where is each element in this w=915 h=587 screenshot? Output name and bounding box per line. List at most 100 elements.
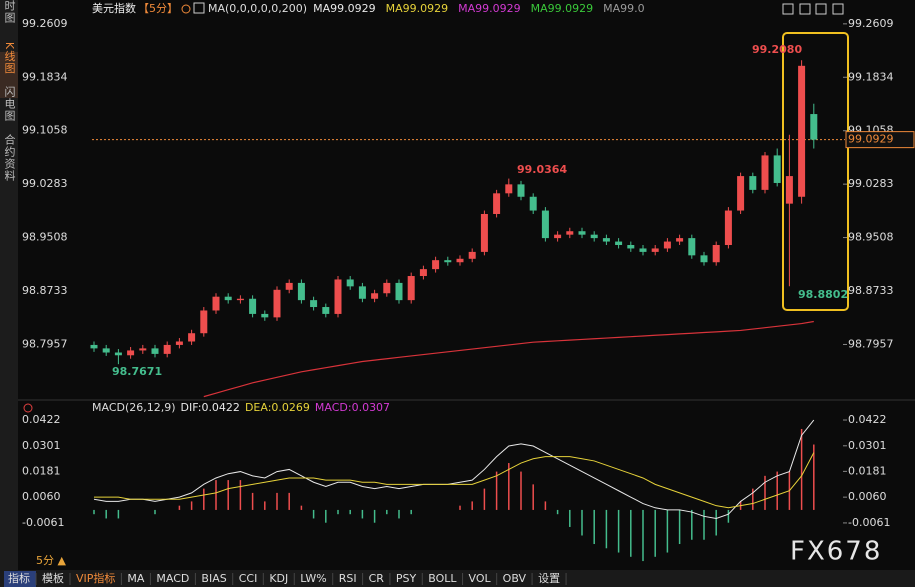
y-tick-label-left: 98.8733	[22, 284, 68, 297]
y-tick-label: 99.2609	[848, 17, 894, 30]
tab[interactable]: VIP指标	[76, 571, 115, 585]
price-annotation: 98.7671	[112, 365, 162, 378]
candle-body	[749, 176, 757, 190]
candle-body	[517, 184, 525, 197]
tab[interactable]: 指标	[8, 571, 30, 585]
y-tick-label-left: 99.2609	[22, 17, 68, 30]
candle-body	[529, 196, 537, 211]
candle-body	[773, 155, 781, 183]
panel-icon[interactable]	[23, 403, 33, 413]
legend-text: 美元指数	[92, 1, 136, 15]
candle-body	[432, 260, 440, 270]
macd-legend: DEA:0.0269	[245, 401, 310, 414]
tab[interactable]: CR	[369, 572, 385, 585]
candle-body	[663, 241, 671, 249]
candle-body	[310, 300, 318, 308]
candle-body	[456, 258, 464, 263]
candle-body	[493, 193, 501, 214]
legend-text: MA99.0929	[386, 2, 449, 15]
y-tick-label-left: 98.7957	[22, 337, 68, 350]
legend-text: MA99.0	[603, 2, 645, 15]
tab[interactable]: MA	[127, 572, 144, 585]
y-tick-label: 99.0283	[848, 177, 894, 190]
y-tick-label: 0.0060	[848, 490, 887, 503]
candle-body	[90, 344, 98, 349]
tab[interactable]: KDJ	[269, 572, 288, 585]
candle-body	[676, 238, 684, 242]
candle-body	[188, 333, 196, 342]
y-tick-label: 98.7957	[848, 337, 894, 350]
macd-line	[94, 452, 815, 509]
candle-body	[127, 350, 135, 356]
y-tick-label: 0.0181	[848, 464, 887, 477]
candle-body	[615, 241, 623, 246]
price-annotation: 98.8802	[798, 288, 848, 301]
tab-active	[4, 571, 36, 587]
candle-body	[285, 282, 293, 290]
candle-body	[480, 213, 488, 252]
candle-body	[541, 210, 549, 239]
candle-body	[785, 176, 793, 204]
macd-title: MACD(26,12,9)	[92, 401, 176, 414]
sidebar-item[interactable]: 闪电图	[3, 85, 16, 122]
legend-text: MA99.0929	[313, 2, 376, 15]
sidebar-active	[0, 52, 18, 98]
y-tick-label: 0.0422	[848, 413, 887, 426]
candle-body	[346, 279, 354, 287]
highlight-box	[782, 32, 849, 311]
macd-legend: MACD:0.0307	[315, 401, 390, 414]
y-tick-label-left: 0.0301	[22, 439, 61, 452]
legend-text: MA99.0929	[458, 2, 521, 15]
candle-body	[114, 352, 122, 356]
y-tick-label-left: 98.9508	[22, 231, 68, 244]
sidebar-item[interactable]: 分时图	[3, 0, 16, 24]
candle-body	[639, 248, 647, 252]
macd-line	[93, 419, 815, 519]
y-tick-label-left: 0.0422	[22, 413, 61, 426]
y-tick-label-left: 99.0283	[22, 177, 68, 190]
legend-text: 【5分】	[138, 2, 178, 15]
candle-body	[383, 282, 391, 294]
y-tick-label-left: 0.0181	[22, 464, 61, 477]
tab[interactable]: 设置	[538, 572, 560, 585]
sidebar-item[interactable]: K线图	[3, 42, 16, 74]
legend-text: MA99.0929	[531, 2, 594, 15]
candle-body	[407, 276, 415, 301]
macd-legend: DIF:0.0422	[181, 401, 240, 414]
candle-body	[102, 348, 110, 353]
sidebar-item[interactable]: 合约资料	[3, 133, 16, 182]
candle-body	[261, 313, 269, 318]
tab[interactable]: RSI	[339, 572, 357, 585]
tab[interactable]: OBV	[503, 572, 527, 585]
candle-body	[627, 245, 635, 249]
candle-body	[761, 155, 769, 190]
tab[interactable]: 模板	[42, 571, 64, 585]
period-selector[interactable]: 5分 ▲	[36, 554, 66, 567]
tab[interactable]: MACD	[156, 572, 189, 585]
ma-icon	[193, 2, 205, 14]
tab[interactable]: LW%	[300, 572, 326, 585]
candle-body	[602, 238, 610, 242]
tab[interactable]: BIAS	[201, 572, 226, 585]
candle-body	[712, 245, 720, 263]
y-tick-label: 98.9508	[848, 231, 894, 244]
price-annotation: 99.2080	[752, 43, 802, 56]
tab[interactable]: CCI	[239, 572, 258, 585]
candle-body	[395, 282, 403, 301]
candle-body	[200, 310, 208, 334]
watermark: FX678	[790, 537, 882, 567]
ma-line	[203, 320, 814, 398]
candle-body	[700, 255, 708, 263]
candle-body	[724, 210, 732, 246]
tab[interactable]: PSY	[396, 572, 417, 585]
candle-body	[798, 65, 806, 197]
candle-body	[554, 234, 562, 239]
candle-body	[419, 269, 427, 277]
settings-icon[interactable]	[181, 4, 191, 14]
tab[interactable]: BOLL	[428, 572, 457, 585]
y-tick-label: 0.0301	[848, 439, 887, 452]
toolbar-icons	[782, 3, 844, 15]
tab[interactable]: VOL	[469, 572, 492, 585]
